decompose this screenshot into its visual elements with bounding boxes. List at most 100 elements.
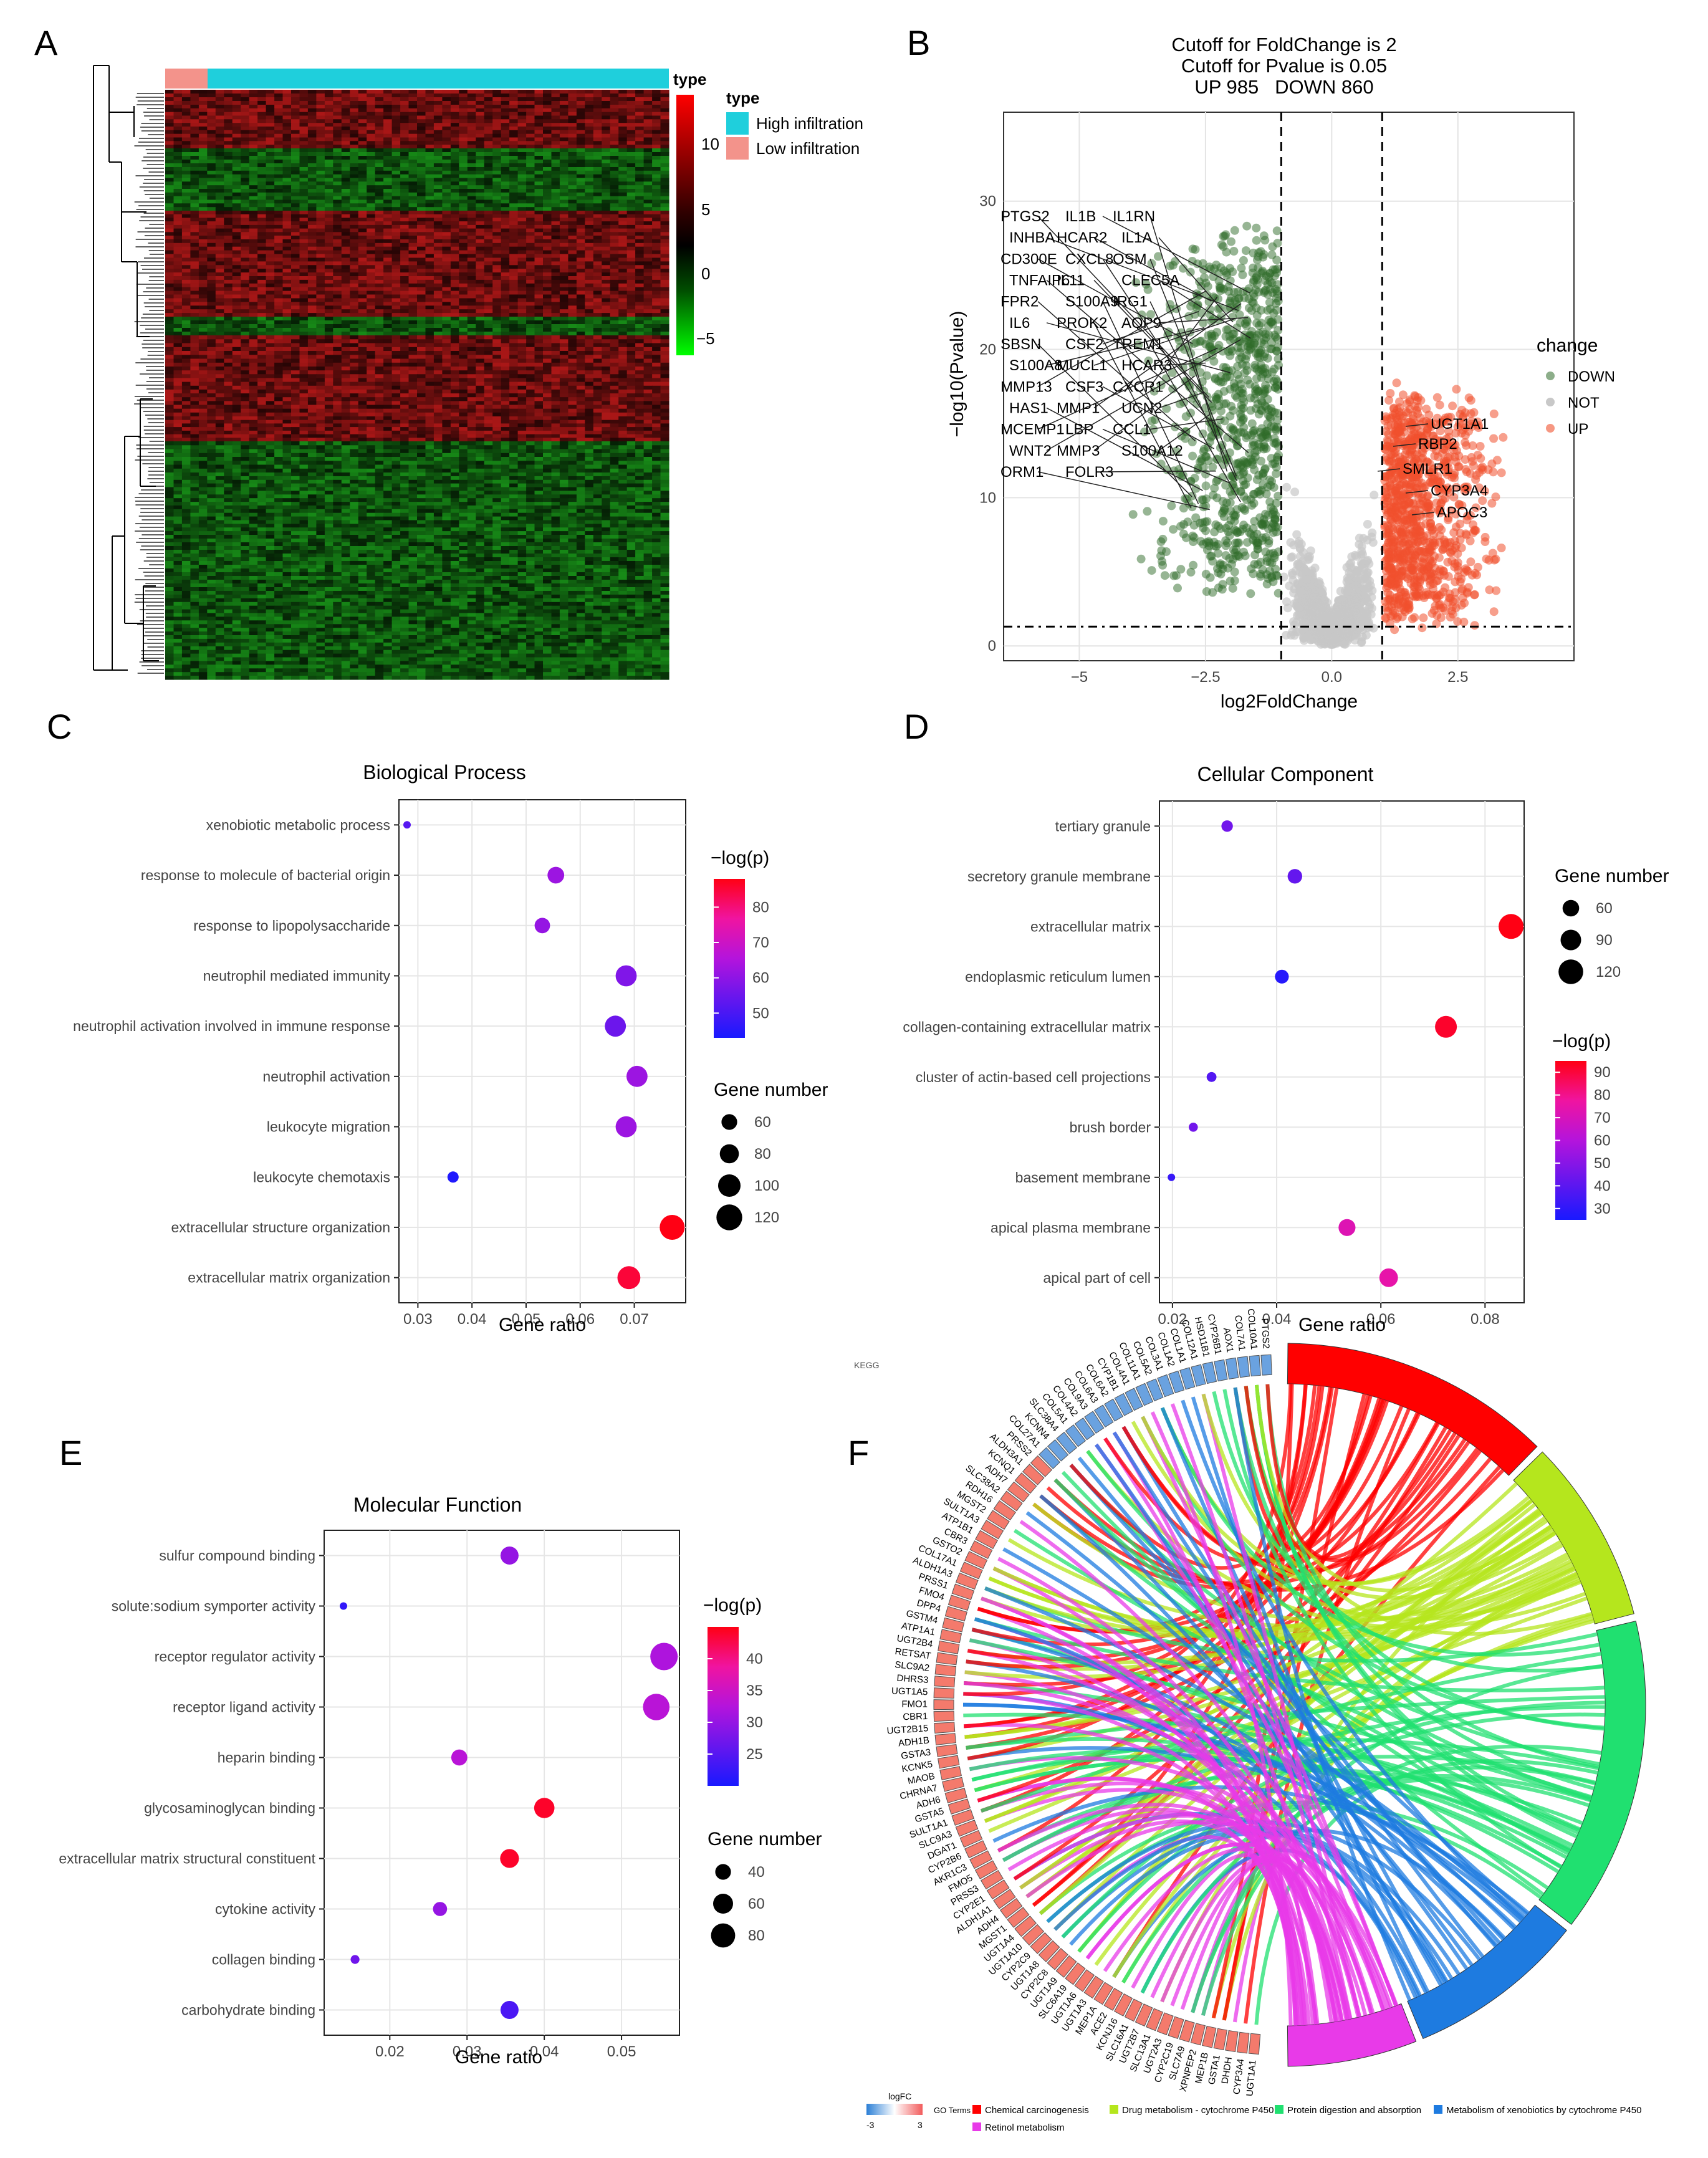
heatmap-cell <box>618 224 628 229</box>
heatmap-cell <box>660 174 669 179</box>
heatmap-cell <box>249 378 258 383</box>
heatmap-cell <box>274 119 284 123</box>
heatmap-cell <box>257 185 267 189</box>
heatmap-cell <box>383 332 393 336</box>
heatmap-cell <box>425 332 434 336</box>
heatmap-cell <box>626 211 636 215</box>
heatmap-cell <box>517 242 527 247</box>
heatmap-cell <box>484 228 493 233</box>
heatmap-cell <box>534 378 544 383</box>
heatmap-cell <box>224 112 233 117</box>
heatmap-cell <box>652 358 661 363</box>
heatmap-cell <box>501 339 510 344</box>
heatmap-cell <box>534 381 544 386</box>
heatmap-cell <box>517 370 527 375</box>
heatmap-cell <box>618 370 628 375</box>
heatmap-cell <box>442 367 451 371</box>
heatmap-cell <box>215 167 224 171</box>
heatmap-cell <box>534 224 544 229</box>
heatmap-cell <box>610 108 619 113</box>
heatmap-cell <box>517 203 527 208</box>
heatmap-cell <box>333 163 342 168</box>
heatmap-cell <box>559 367 569 371</box>
heatmap-cell <box>224 189 233 193</box>
heatmap-cell <box>526 228 535 233</box>
heatmap-cell <box>626 141 636 145</box>
heatmap-cell <box>383 343 393 348</box>
heatmap-cell <box>425 127 434 131</box>
heatmap-cell <box>484 358 493 363</box>
heatmap-cell <box>408 347 418 352</box>
heatmap-cell <box>433 328 443 332</box>
heatmap-cell <box>274 320 284 325</box>
heatmap-cell <box>215 108 224 113</box>
heatmap-cell <box>224 269 233 273</box>
heatmap-cell <box>358 185 367 189</box>
heatmap-cell <box>610 239 619 244</box>
heatmap-cell <box>232 239 241 244</box>
heatmap-cell <box>585 276 594 281</box>
heatmap-cell <box>660 228 669 233</box>
heatmap-cell <box>417 133 426 138</box>
heatmap-cell <box>484 265 493 269</box>
heatmap-cell <box>299 196 309 201</box>
heatmap-cell <box>324 320 333 325</box>
heatmap-cell <box>358 335 367 340</box>
heatmap-cell <box>501 362 510 367</box>
heatmap-cell <box>173 167 183 171</box>
heatmap-cell <box>643 328 653 332</box>
heatmap-cell <box>652 90 661 94</box>
heatmap-cell <box>585 381 594 386</box>
heatmap-cell <box>476 272 485 277</box>
heatmap-cell <box>391 133 401 138</box>
heatmap-cell <box>215 133 224 138</box>
heatmap-cell <box>391 272 401 277</box>
heatmap-cell <box>652 355 661 360</box>
heatmap-cell <box>459 148 468 153</box>
heatmap-cell <box>350 305 359 310</box>
heatmap-cell <box>442 218 451 222</box>
heatmap-cell <box>375 370 384 375</box>
heatmap-cell <box>257 324 267 328</box>
heatmap-cell <box>425 335 434 340</box>
heatmap-cell <box>568 203 577 208</box>
heatmap-cell <box>173 272 183 277</box>
heatmap-cell <box>602 317 611 321</box>
heatmap-cell <box>417 181 426 186</box>
heatmap-cell <box>551 254 560 258</box>
heatmap-cell <box>324 174 333 179</box>
heatmap-cell <box>400 317 410 321</box>
heatmap-cell <box>400 269 410 273</box>
heatmap-cell <box>232 185 241 189</box>
heatmap-cell <box>551 221 560 226</box>
heatmap-cell <box>593 199 602 204</box>
heatmap-cell <box>224 283 233 288</box>
heatmap-cell <box>618 283 628 288</box>
heatmap-cell <box>551 374 560 379</box>
heatmap-cell <box>333 317 342 321</box>
heatmap-cell <box>408 276 418 281</box>
heatmap-cell <box>652 367 661 371</box>
heatmap-cell <box>333 236 342 240</box>
heatmap-cell <box>459 257 468 262</box>
heatmap-cell <box>660 207 669 211</box>
heatmap-cell <box>299 105 309 109</box>
heatmap-cell <box>501 203 510 208</box>
heatmap-cell <box>257 335 267 340</box>
heatmap-cell <box>442 152 451 156</box>
heatmap-cell <box>517 105 527 109</box>
heatmap-cell <box>299 163 309 168</box>
heatmap-cell <box>316 254 325 258</box>
heatmap-cell <box>417 246 426 251</box>
heatmap-cell <box>358 189 367 193</box>
heatmap-cell <box>618 324 628 328</box>
heatmap-cell <box>509 108 519 113</box>
heatmap-cell <box>249 105 258 109</box>
heatmap-cell <box>660 178 669 182</box>
heatmap-cell <box>232 367 241 371</box>
heatmap-cell <box>291 90 300 94</box>
heatmap-cell <box>232 343 241 348</box>
heatmap-cell <box>517 94 527 98</box>
heatmap-cell <box>367 309 376 314</box>
heatmap-cell <box>291 133 300 138</box>
